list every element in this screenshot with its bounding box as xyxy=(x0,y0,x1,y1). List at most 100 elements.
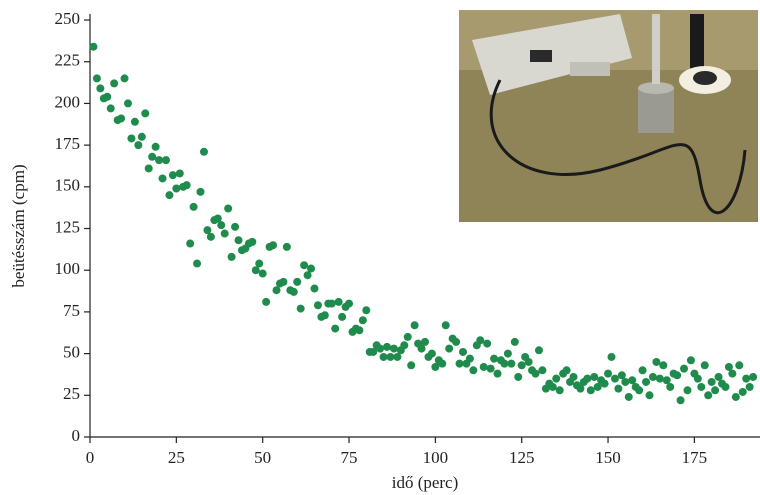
data-point xyxy=(120,74,129,83)
y-tick-label: 100 xyxy=(55,259,81,278)
data-point xyxy=(403,332,412,341)
data-point xyxy=(745,382,754,391)
data-point xyxy=(700,361,709,370)
data-point xyxy=(300,261,309,270)
data-point xyxy=(635,386,644,395)
data-point xyxy=(607,352,616,361)
data-point xyxy=(279,277,288,286)
data-point xyxy=(576,384,585,393)
y-tick-label: 25 xyxy=(63,384,80,403)
data-point xyxy=(476,336,485,345)
data-point xyxy=(165,191,174,200)
data-point xyxy=(458,347,467,356)
data-point xyxy=(206,232,215,241)
data-point xyxy=(638,366,647,375)
data-point xyxy=(738,387,747,396)
data-point xyxy=(483,339,492,348)
data-point xyxy=(490,354,499,363)
data-point xyxy=(493,369,502,378)
data-point xyxy=(610,374,619,383)
data-point xyxy=(600,379,609,388)
data-point xyxy=(196,187,205,196)
data-point xyxy=(224,204,233,213)
data-point xyxy=(189,202,198,211)
data-point xyxy=(562,366,571,375)
data-point xyxy=(289,287,298,296)
data-point xyxy=(338,312,347,321)
data-point xyxy=(251,266,260,275)
y-tick-label: 250 xyxy=(55,9,81,28)
data-point xyxy=(334,297,343,306)
data-point xyxy=(662,376,671,385)
data-point xyxy=(307,264,316,273)
data-point xyxy=(199,147,208,156)
data-point xyxy=(711,386,720,395)
data-point xyxy=(621,377,630,386)
data-point xyxy=(503,349,512,358)
data-point xyxy=(92,74,101,83)
data-point xyxy=(255,259,264,268)
data-point xyxy=(393,352,402,361)
data-point xyxy=(645,391,654,400)
data-point xyxy=(193,259,202,268)
data-point xyxy=(148,152,157,161)
data-point xyxy=(735,361,744,370)
data-point xyxy=(369,347,378,356)
data-point xyxy=(680,364,689,373)
data-point xyxy=(227,252,236,261)
data-point xyxy=(452,337,461,346)
data-point xyxy=(158,174,167,183)
data-point xyxy=(590,372,599,381)
x-axis-label: idő (perc) xyxy=(392,473,459,492)
data-point xyxy=(479,362,488,371)
data-point xyxy=(410,321,419,330)
data-point xyxy=(593,382,602,391)
data-point xyxy=(355,326,364,335)
data-point xyxy=(96,84,105,93)
data-point xyxy=(203,226,212,235)
data-point xyxy=(455,359,464,368)
data-point xyxy=(376,344,385,353)
data-point xyxy=(624,392,633,401)
data-point xyxy=(469,366,478,375)
data-point xyxy=(345,299,354,308)
data-point xyxy=(548,382,557,391)
data-point xyxy=(258,269,267,278)
x-tick-label: 0 xyxy=(86,448,95,467)
data-point xyxy=(282,242,291,251)
data-point xyxy=(421,337,429,346)
y-axis-label: beütésszám (cpm) xyxy=(9,164,28,287)
data-point xyxy=(296,304,305,313)
data-point xyxy=(310,284,319,293)
data-point xyxy=(123,99,132,108)
data-point xyxy=(106,104,115,113)
data-point xyxy=(327,299,336,308)
data-point xyxy=(676,396,685,405)
data-point xyxy=(704,391,713,400)
data-point xyxy=(134,141,143,150)
x-tick-label: 100 xyxy=(423,448,449,467)
data-point xyxy=(724,362,733,371)
data-point xyxy=(517,361,526,370)
data-point xyxy=(313,301,322,310)
data-point xyxy=(666,382,675,391)
data-point xyxy=(531,369,540,378)
data-point xyxy=(742,374,751,383)
data-point xyxy=(655,374,664,383)
data-point xyxy=(507,359,516,368)
data-point xyxy=(144,164,153,173)
data-point xyxy=(417,344,426,353)
data-point xyxy=(389,344,398,353)
y-tick-label: 125 xyxy=(55,217,81,236)
data-point xyxy=(731,392,740,401)
data-point xyxy=(524,357,533,366)
data-point xyxy=(534,346,543,355)
data-point xyxy=(617,371,626,380)
data-point xyxy=(604,369,613,378)
x-tick-label: 150 xyxy=(595,448,621,467)
data-point xyxy=(628,376,637,385)
data-point xyxy=(362,306,371,315)
data-point xyxy=(431,362,440,371)
data-point xyxy=(721,382,730,391)
y-tick-label: 150 xyxy=(55,176,81,195)
